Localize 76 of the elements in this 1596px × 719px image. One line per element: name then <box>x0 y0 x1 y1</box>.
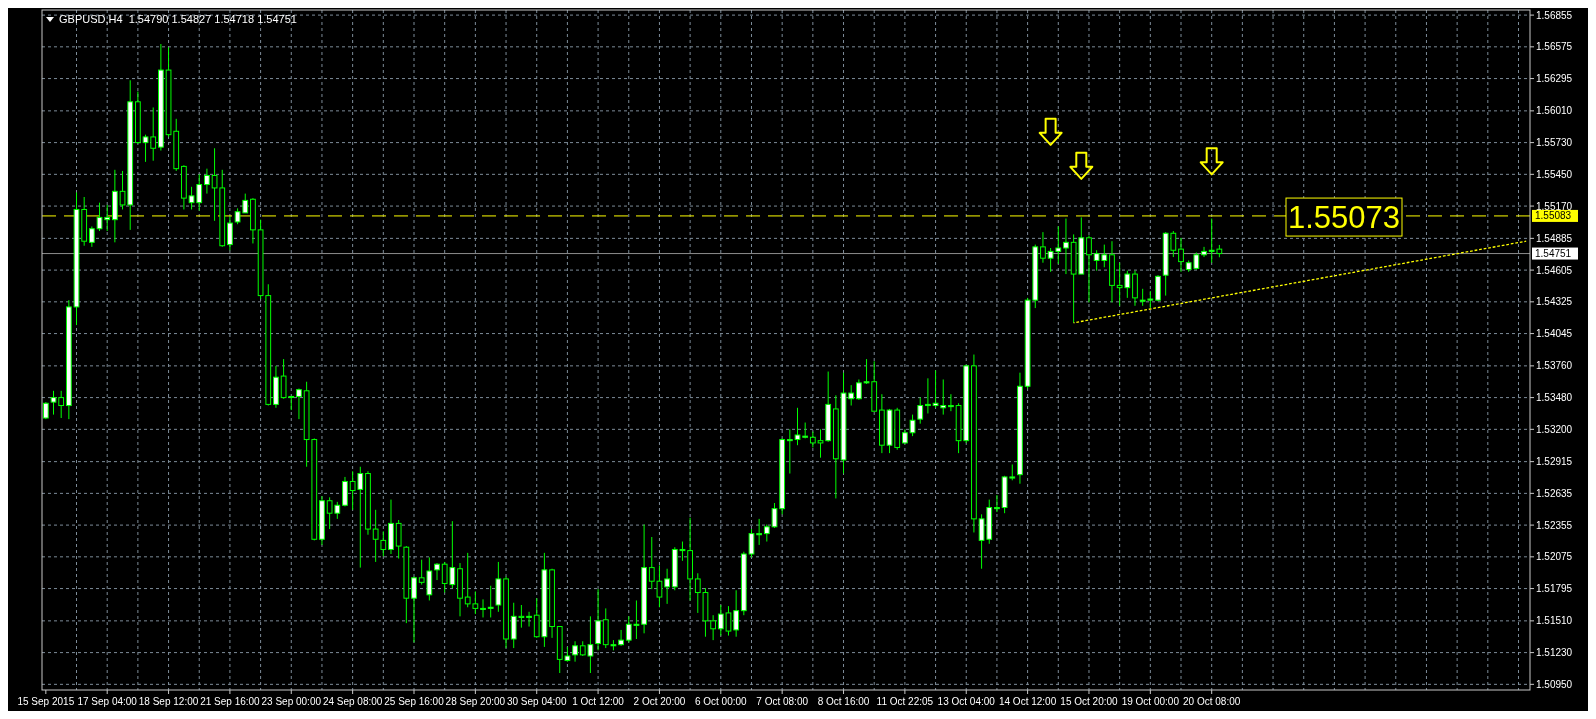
x-tick-label: 17 Sep 04:00 <box>77 696 138 707</box>
ref-line-label: 1.55083 <box>1535 210 1572 222</box>
x-tick-label: 6 Oct 00:00 <box>694 696 748 707</box>
x-tick-label: 18 Sep 12:00 <box>138 696 199 707</box>
candlestick <box>372 509 379 563</box>
x-tick-label: 11 Oct 22:05 <box>876 696 934 707</box>
candlestick <box>909 414 916 437</box>
x-tick-label: 30 Sep 04:00 <box>506 696 567 707</box>
candlestick <box>1086 235 1092 303</box>
x-tick-label: 1 Oct 12:00 <box>572 696 625 707</box>
x-tick-label: 25 Sep 16:00 <box>384 696 445 707</box>
candlestick <box>855 378 862 401</box>
x-tick-label: 2 Oct 20:00 <box>633 696 686 707</box>
y-tick-label: 1.52355 <box>1536 519 1573 531</box>
chart-title: GBPUSD,H4 1.54790 1.54827 1.54718 1.54751 <box>59 13 297 25</box>
y-tick-label: 1.50950 <box>1536 678 1573 690</box>
candlestick <box>1040 231 1046 264</box>
candlestick <box>994 494 1000 513</box>
candlestick <box>664 568 670 605</box>
x-tick-label: 19 Oct 00:00 <box>1121 696 1180 707</box>
annotation: 1.55073 <box>1287 199 1401 235</box>
x-tick-label: 21 Sep 16:00 <box>200 696 261 707</box>
y-tick-label: 1.51510 <box>1536 615 1573 627</box>
y-tick-label: 1.56010 <box>1536 105 1573 117</box>
y-tick-label: 1.51230 <box>1536 647 1573 659</box>
y-tick-label: 1.56855 <box>1536 9 1573 21</box>
candlestick <box>595 588 601 651</box>
y-tick-label: 1.55170 <box>1536 200 1573 212</box>
candlestick <box>917 397 924 425</box>
candlestick <box>526 611 532 628</box>
candlestick <box>395 519 402 560</box>
candlestick <box>710 614 717 641</box>
candlestick <box>948 393 954 412</box>
x-tick-label: 20 Oct 08:00 <box>1183 696 1241 707</box>
y-tick-label: 1.52635 <box>1536 487 1573 499</box>
x-tick-label: 14 Oct 12:00 <box>998 696 1057 707</box>
x-tick-label: 23 Sep 00:00 <box>261 696 322 707</box>
candlestick <box>925 377 931 414</box>
candlestick <box>1201 246 1207 258</box>
x-tick-label: 13 Oct 04:00 <box>937 696 996 707</box>
x-tick-label: 7 Oct 08:00 <box>756 696 809 707</box>
y-tick-label: 1.52075 <box>1536 551 1573 563</box>
x-tick-label: 28 Sep 20:00 <box>445 696 506 707</box>
candlestick <box>342 476 348 507</box>
y-tick-label: 1.54045 <box>1536 328 1573 340</box>
candlestick <box>572 640 578 663</box>
candlestick <box>618 629 624 647</box>
ref-line-label: 1.54751 <box>1535 248 1572 260</box>
candlestick <box>1063 218 1069 275</box>
y-tick-label: 1.54325 <box>1536 296 1573 308</box>
candlestick <box>1178 237 1184 273</box>
x-tick-label: 24 Sep 08:00 <box>322 696 383 707</box>
candlestick <box>487 585 494 618</box>
y-tick-label: 1.51795 <box>1536 583 1573 595</box>
x-tick-label: 15 Sep 2015 <box>17 696 75 707</box>
x-tick-label: 8 Oct 16:00 <box>817 696 870 707</box>
y-tick-label: 1.53480 <box>1536 392 1573 404</box>
y-tick-label: 1.56295 <box>1536 73 1573 85</box>
candlestick <box>411 576 417 643</box>
y-tick-label: 1.54605 <box>1536 264 1573 276</box>
y-tick-label: 1.56575 <box>1536 41 1573 53</box>
candlestick <box>434 562 440 581</box>
candlestick <box>480 598 486 618</box>
candlestick <box>1132 270 1138 307</box>
y-tick-label: 1.53760 <box>1536 360 1573 372</box>
y-tick-label: 1.55730 <box>1536 137 1573 149</box>
y-tick-label: 1.54885 <box>1536 232 1573 244</box>
candlestick <box>380 530 387 557</box>
x-tick-label: 15 Oct 20:00 <box>1060 696 1119 707</box>
y-tick-label: 1.52915 <box>1536 456 1573 468</box>
candlestick <box>204 168 210 195</box>
candlestick <box>227 215 233 251</box>
y-tick-label: 1.55450 <box>1536 168 1573 180</box>
candlestick <box>1155 274 1161 302</box>
candlestick <box>296 388 302 420</box>
y-tick-label: 1.53200 <box>1536 423 1573 435</box>
